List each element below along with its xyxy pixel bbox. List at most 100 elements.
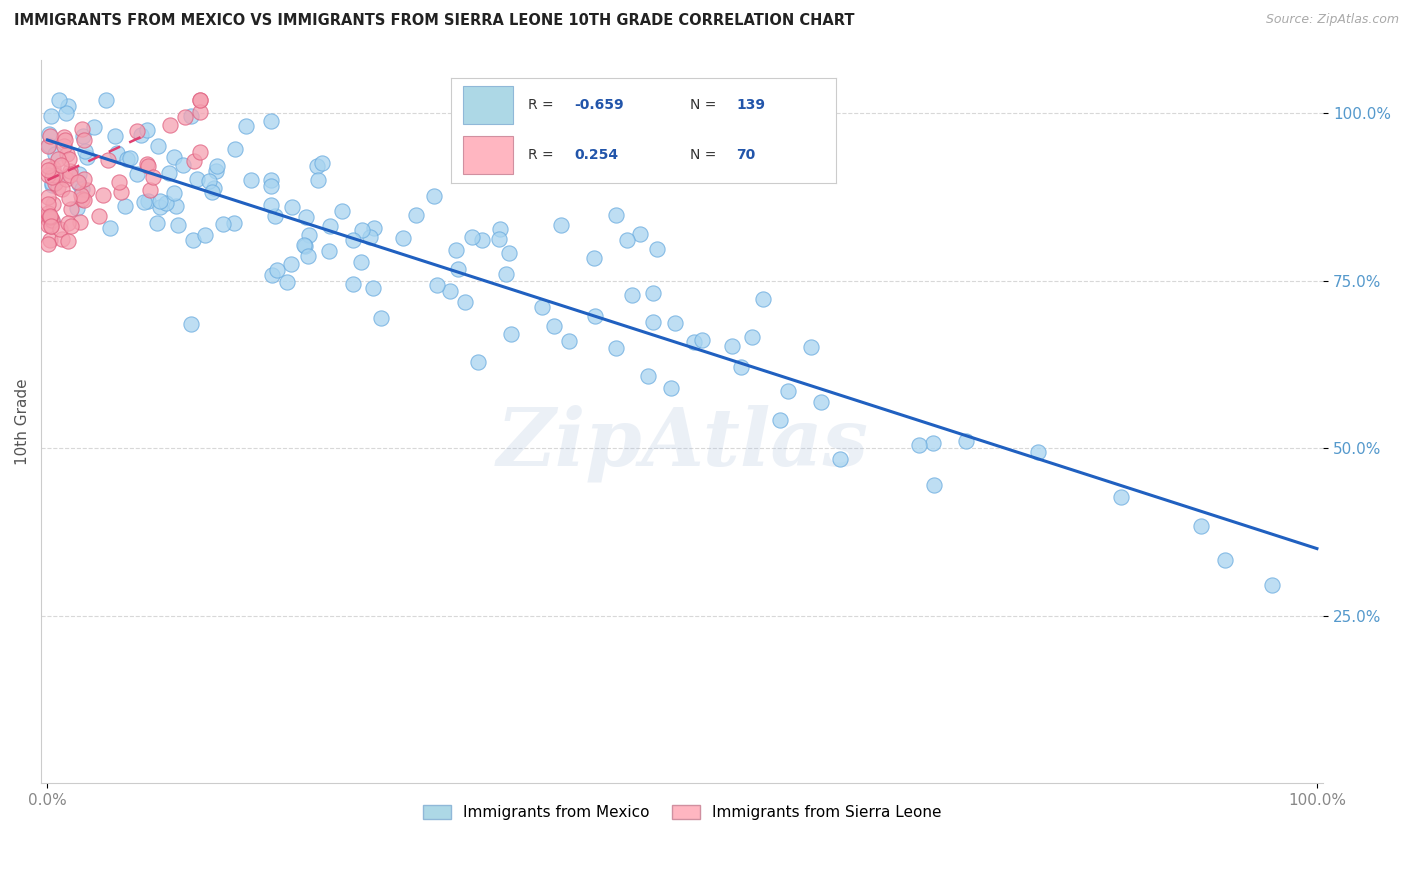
Text: IMMIGRANTS FROM MEXICO VS IMMIGRANTS FROM SIERRA LEONE 10TH GRADE CORRELATION CH: IMMIGRANTS FROM MEXICO VS IMMIGRANTS FRO… <box>14 13 855 29</box>
Point <box>188 93 211 107</box>
Point <box>730 359 752 374</box>
Point <box>1261 578 1284 592</box>
Point <box>240 173 263 187</box>
Text: Source: ZipAtlas.com: Source: ZipAtlas.com <box>1265 13 1399 27</box>
Point <box>41 213 63 227</box>
Point <box>342 277 364 291</box>
Point <box>235 119 257 133</box>
Point <box>922 436 945 450</box>
Point <box>114 199 136 213</box>
Point <box>173 110 195 124</box>
Point <box>955 434 977 449</box>
Point <box>39 219 62 234</box>
Point <box>769 413 792 427</box>
Point <box>39 128 62 143</box>
Point <box>56 216 79 230</box>
Point <box>205 159 228 173</box>
Point <box>136 159 159 173</box>
Point <box>59 219 82 233</box>
Point <box>55 106 77 120</box>
Point <box>53 133 76 147</box>
Point <box>352 223 374 237</box>
Point <box>52 130 75 145</box>
Point <box>56 146 79 161</box>
Point <box>350 255 373 269</box>
Point <box>49 222 72 236</box>
Point <box>488 232 510 246</box>
Point <box>69 215 91 229</box>
Point <box>444 244 467 258</box>
Point <box>39 214 62 228</box>
Point <box>41 161 63 176</box>
Point <box>163 186 186 201</box>
Point <box>55 172 77 186</box>
Point <box>260 198 283 212</box>
Point <box>59 168 82 182</box>
Point <box>260 173 283 187</box>
Point <box>46 152 69 166</box>
Point <box>558 334 581 348</box>
Point <box>363 221 385 235</box>
Point <box>659 381 682 395</box>
Point <box>828 452 851 467</box>
Point <box>307 173 329 187</box>
Point <box>292 238 315 252</box>
Point <box>543 318 565 333</box>
Point <box>583 251 606 265</box>
Point <box>37 212 59 227</box>
Point <box>75 144 97 158</box>
Point <box>741 330 763 344</box>
Point <box>188 104 211 119</box>
Point <box>37 218 59 232</box>
Point <box>194 228 217 243</box>
Point <box>73 133 96 147</box>
Point <box>205 163 228 178</box>
Point <box>550 218 572 232</box>
Point <box>281 200 304 214</box>
Point <box>41 170 63 185</box>
Point <box>311 156 333 170</box>
Point <box>70 182 93 196</box>
Point <box>93 188 115 202</box>
Point <box>66 201 89 215</box>
Point <box>212 217 235 231</box>
Point <box>56 99 79 113</box>
Point <box>58 152 80 166</box>
Point <box>56 234 79 248</box>
Point <box>37 139 59 153</box>
Point <box>924 478 946 492</box>
Point <box>127 124 149 138</box>
Point <box>683 335 706 350</box>
Point <box>605 208 627 222</box>
Point <box>752 292 775 306</box>
Point <box>186 172 208 186</box>
Point <box>447 262 470 277</box>
Point <box>1026 445 1049 459</box>
Point <box>467 355 489 369</box>
Point <box>44 176 66 190</box>
Point <box>136 194 159 209</box>
Point <box>76 150 98 164</box>
Point <box>41 178 63 193</box>
Point <box>616 233 638 247</box>
Point <box>405 208 427 222</box>
Point <box>70 188 93 202</box>
Point <box>163 150 186 164</box>
Point <box>188 145 211 159</box>
Point <box>439 284 461 298</box>
Point <box>51 158 73 172</box>
Point <box>136 157 159 171</box>
Point <box>264 209 287 223</box>
Point <box>294 239 316 253</box>
Point <box>41 110 63 124</box>
Point <box>628 227 651 241</box>
Point <box>259 179 281 194</box>
Point <box>45 169 67 184</box>
Point <box>70 192 93 206</box>
Point <box>149 200 172 214</box>
Point <box>643 285 665 300</box>
Point <box>605 341 627 355</box>
Y-axis label: 10th Grade: 10th Grade <box>15 378 30 465</box>
Point <box>165 199 187 213</box>
Point <box>260 114 283 128</box>
